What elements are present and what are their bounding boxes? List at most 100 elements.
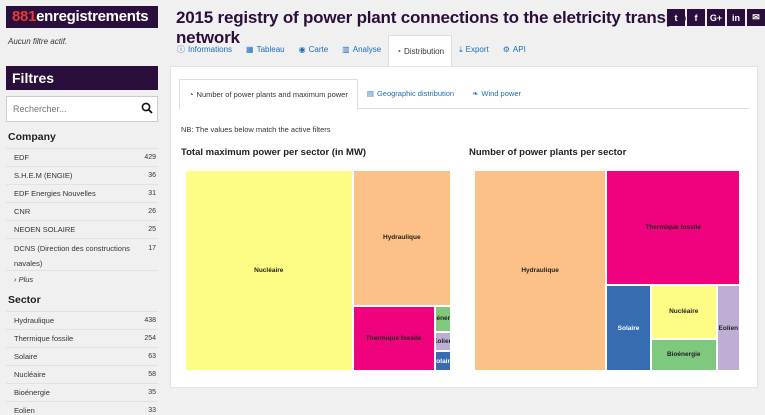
facet-title-sector: Sector — [8, 294, 41, 306]
facet-item-label: Solaire — [14, 352, 38, 361]
tab-label: Distribution — [404, 46, 445, 56]
email-icon: ✉ — [752, 12, 760, 22]
facet-item-label: EDF Energies Nouvelles — [14, 189, 96, 198]
twitter-icon: t — [674, 12, 678, 23]
filter-search-input[interactable] — [7, 97, 132, 121]
googleplus-share-button[interactable]: G+ — [707, 9, 725, 26]
subtab-wind-power[interactable]: ❧ Wind power — [463, 79, 530, 108]
facet-item-count: 33 — [148, 407, 156, 414]
facet-item-edf[interactable]: EDF 429 — [6, 148, 158, 166]
facet-item-thermique-fossile[interactable]: Thermique fossile 254 — [6, 329, 158, 347]
tab-label: Export — [465, 45, 489, 54]
treemap-power: Nucléaire Hydraulique Thermique fossile Bio… — [185, 170, 451, 371]
tab-label: Analyse — [352, 45, 382, 54]
treemap-cell-nucleaire[interactable]: Nucléaire — [185, 170, 353, 371]
facet-item-count: 35 — [148, 389, 156, 396]
facet-more-link[interactable]: › Plus — [6, 270, 158, 288]
facet-item-solaire[interactable]: Solaire 63 — [6, 347, 158, 365]
tab-label: Carte — [308, 45, 329, 54]
treemap-cell-label: Nucléaire — [254, 267, 284, 274]
treemap-cell-label: Thermique fossile — [645, 224, 701, 232]
tab-api[interactable]: ⚙ API — [496, 35, 533, 64]
main-tabs: ⓘ Informations ▦ Tableau ◉ Carte ▥ Analyse ◔ Dist… — [170, 35, 533, 66]
treemap-cell-label: Nucléaire — [669, 308, 699, 316]
facet-item-count: 438 — [144, 317, 156, 324]
facet-item-neoen-solaire[interactable]: NEOEN SOLAIRE 25 — [6, 220, 158, 238]
facet-item-count: 63 — [148, 353, 156, 360]
subtab-label: Geographic distribution — [376, 89, 455, 98]
subtab-number-of-power-plants-and-maximum-power[interactable]: ◔ Number of power plants and maximum powe… — [179, 79, 358, 110]
facet-list-company: EDF 429 S.H.E.M (ENGIE) 36 EDF Energies Nouv… — [6, 148, 158, 288]
treemap-count: Hydraulique Thermique fossile Solaire Nuclé… — [474, 170, 740, 371]
pie-chart-icon: ◔ — [189, 90, 194, 99]
distribution-panel: ◔ Number of power plants and maximum powe… — [170, 66, 758, 388]
treemap-cell-eolien[interactable]: Eolien — [716, 285, 740, 371]
tab-informations[interactable]: ⓘ Informations — [170, 35, 239, 64]
distribution-subtabs: ◔ Number of power plants and maximum powe… — [179, 79, 749, 110]
treemap-cell-hydraulique[interactable]: Hydraulique — [474, 170, 607, 371]
facet-item-cnr[interactable]: CNR 26 — [6, 202, 158, 220]
treemap-cell-label: Hydraulique — [521, 267, 559, 274]
treemap-cell-thermique-fossile[interactable]: Thermique fossile — [606, 170, 740, 286]
facet-item-label: Eolien — [14, 406, 35, 415]
chart-title-count: Number of power plants per sector — [469, 147, 627, 158]
facet-item-label: Bioénergie — [14, 388, 50, 397]
info-icon: ⓘ — [177, 45, 185, 54]
treemap-cell-label: Thermique fossile — [365, 334, 422, 342]
active-filters-status: Aucun filtre actif. — [8, 37, 68, 46]
facebook-share-button[interactable]: f — [687, 9, 705, 26]
facet-item-label: Nucléaire — [14, 370, 46, 379]
facet-item-dcns-direction-des-constructions-navales[interactable]: DCNS (Direction des constructions navale… — [6, 238, 158, 270]
facet-item-count: 58 — [148, 371, 156, 378]
linkedin-share-button[interactable]: in — [727, 9, 745, 26]
facet-item-nucleaire[interactable]: Nucléaire 58 — [6, 365, 158, 383]
facet-title-company: Company — [8, 131, 56, 143]
treemap-cell-bioenergie[interactable]: Bioénergie — [434, 305, 451, 332]
subtab-geographic-distribution[interactable]: ▤ Geographic distribution — [358, 79, 463, 108]
treemap-cell-eolien[interactable]: Eolien — [434, 331, 451, 352]
tab-analyse[interactable]: ▥ Analyse — [335, 35, 388, 64]
facet-item-edf-energies-nouvelles[interactable]: EDF Energies Nouvelles 31 — [6, 184, 158, 202]
search-icon[interactable] — [141, 102, 153, 114]
chart-title-power: Total maximum power per sector (in MW) — [181, 147, 367, 158]
facet-item-label: Thermique fossile — [14, 334, 74, 343]
subtab-label: Number of power plants and maximum power — [196, 90, 348, 99]
subtab-label: Wind power — [481, 89, 521, 98]
facet-list-sector: Hydraulique 438 Thermique fossile 254 Solair… — [6, 311, 158, 415]
filters-heading: Filtres — [6, 66, 158, 90]
gears-icon: ⚙ — [502, 45, 510, 54]
page-title: 2015 registry of power plant connections… — [176, 8, 699, 47]
table-icon: ▦ — [246, 45, 254, 54]
facet-item-count: 25 — [148, 226, 156, 233]
facet-item-count: 31 — [148, 190, 156, 197]
facet-item-eolien[interactable]: Eolien 33 — [6, 401, 158, 415]
treemap-cell-label: Solaire — [617, 324, 640, 332]
twitter-share-button[interactable]: t — [667, 9, 685, 26]
share-buttons: t f G+ in ✉ — [667, 9, 765, 26]
filter-search-box — [6, 96, 158, 122]
globe-icon: ◉ — [298, 45, 306, 54]
treemap-cell-solaire[interactable]: Solaire — [606, 285, 651, 371]
treemap-cell-label: Eolien — [718, 324, 739, 332]
treemap-cell-solaire[interactable]: Solaire — [434, 351, 451, 371]
treemap-cell-bioenergie[interactable]: Bioénergie — [650, 338, 717, 371]
facet-item-label: NEOEN SOLAIRE — [14, 225, 76, 234]
facet-item-s-h-e-m-engie[interactable]: S.H.E.M (ENGIE) 36 — [6, 166, 158, 184]
treemap-cell-nucleaire[interactable]: Nucléaire — [650, 285, 717, 339]
facet-item-hydraulique[interactable]: Hydraulique 438 — [6, 311, 158, 329]
email-share-button[interactable]: ✉ — [747, 9, 765, 26]
facet-item-count: 429 — [144, 154, 156, 161]
facet-item-label: EDF — [14, 153, 29, 162]
treemap-cell-thermique-fossile[interactable]: Thermique fossile — [352, 305, 435, 371]
tab-carte[interactable]: ◉ Carte — [292, 35, 336, 64]
tab-tableau[interactable]: ▦ Tableau — [239, 35, 292, 64]
facebook-icon: f — [694, 12, 698, 23]
tab-export[interactable]: ⤓ Export — [452, 35, 496, 64]
tab-label: Tableau — [256, 45, 285, 54]
linkedin-icon: in — [732, 12, 740, 23]
download-icon: ⤓ — [459, 44, 463, 54]
facet-item-bioenergie[interactable]: Bioénergie 35 — [6, 383, 158, 401]
treemap-cell-hydraulique[interactable]: Hydraulique — [352, 170, 451, 306]
tab-distribution[interactable]: ◔ Distribution — [388, 35, 453, 66]
pie-chart-icon: ◔ — [396, 46, 402, 56]
